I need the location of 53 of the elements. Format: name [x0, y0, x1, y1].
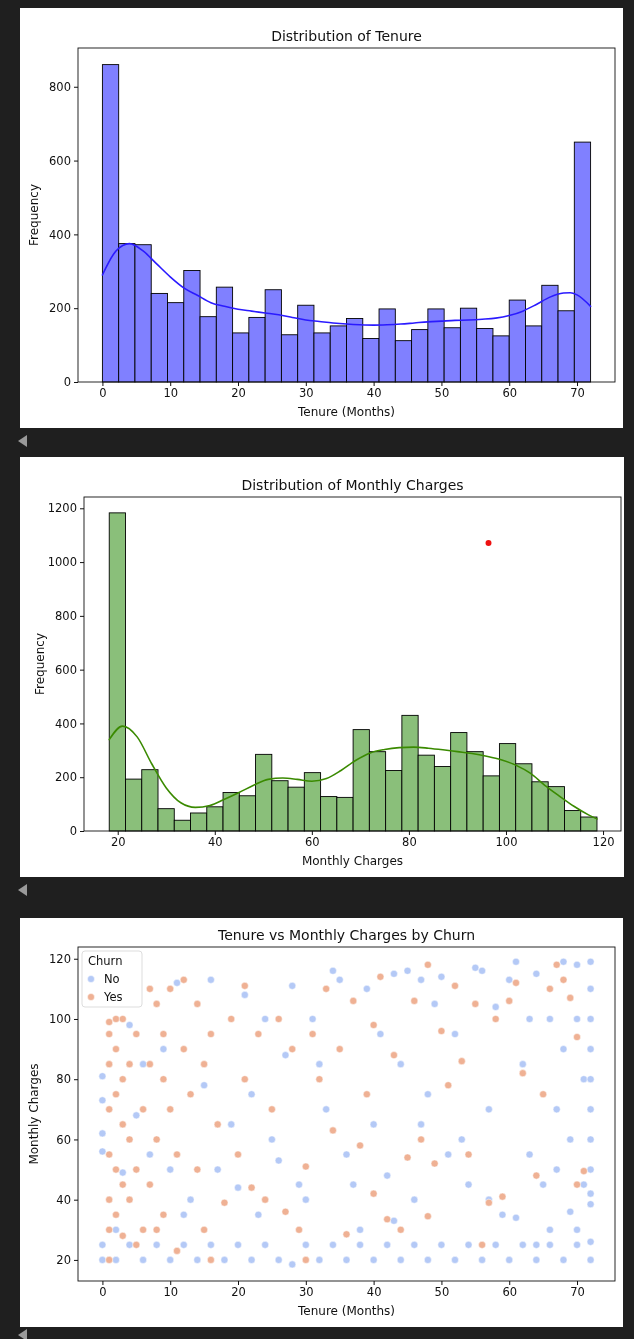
y-tick-label: 600 [55, 662, 77, 677]
y-tick-label: 800 [55, 609, 77, 624]
y-tick-label: 200 [49, 301, 71, 316]
y-tick-label: 40 [56, 1192, 71, 1207]
y-tick-label: 400 [55, 716, 77, 731]
y-tick-label: 20 [56, 1253, 71, 1268]
y-axis-title: Frequency [27, 184, 41, 246]
x-tick-label: 80 [402, 835, 417, 850]
y-tick-label: 0 [63, 375, 71, 390]
x-axis-title: Tenure (Months) [297, 1304, 395, 1318]
y-tick-label: 0 [69, 824, 77, 839]
x-tick-label: 40 [366, 1285, 382, 1300]
x-tick-label: 70 [570, 1285, 585, 1300]
x-tick-label: 30 [299, 1285, 314, 1300]
y-tick-label: 100 [49, 1012, 71, 1027]
x-tick-label: 30 [299, 386, 314, 401]
x-tick-label: 10 [163, 1285, 179, 1300]
x-tick-label: 100 [495, 835, 518, 850]
y-tick-label: 600 [49, 153, 71, 168]
chart-title: Distribution of Tenure [271, 28, 422, 44]
y-tick-label: 1000 [47, 555, 77, 570]
y-tick-label: 120 [49, 951, 71, 966]
y-axis-title: Frequency [33, 633, 47, 695]
y-tick-label: 200 [55, 770, 77, 785]
y-tick-label: 1200 [47, 501, 77, 516]
x-tick-label: 60 [305, 835, 320, 850]
legend-label: Yes [103, 990, 123, 1004]
x-tick-label: 70 [570, 386, 585, 401]
x-tick-label: 60 [502, 1285, 518, 1300]
y-tick-label: 80 [56, 1072, 71, 1087]
x-tick-label: 0 [99, 1285, 107, 1300]
x-tick-label: 50 [434, 386, 450, 401]
x-axis-title: Tenure (Months) [297, 405, 395, 419]
legend-title: Churn [88, 954, 123, 968]
x-axis-title: Monthly Charges [301, 854, 404, 868]
y-tick-label: 60 [56, 1132, 71, 1147]
x-tick-label: 20 [231, 386, 246, 401]
chart-title: Tenure vs Monthly Charges by Churn [216, 927, 476, 943]
x-tick-label: 0 [99, 386, 107, 401]
legend-label: No [104, 972, 120, 986]
line-series [101, 242, 592, 326]
y-axis-title: Monthly Charges [27, 1063, 41, 1165]
x-tick-label: 20 [231, 1285, 246, 1300]
x-tick-label: 40 [366, 386, 382, 401]
y-tick-label: 400 [49, 227, 71, 242]
x-tick-label: 60 [502, 386, 518, 401]
chart-title: Distribution of Monthly Charges [241, 477, 464, 493]
y-tick-label: 800 [49, 79, 71, 94]
x-tick-label: 120 [592, 835, 615, 850]
x-tick-label: 10 [163, 386, 179, 401]
x-tick-label: 50 [434, 1285, 450, 1300]
x-tick-label: 20 [110, 835, 126, 850]
x-tick-label: 40 [207, 835, 223, 850]
